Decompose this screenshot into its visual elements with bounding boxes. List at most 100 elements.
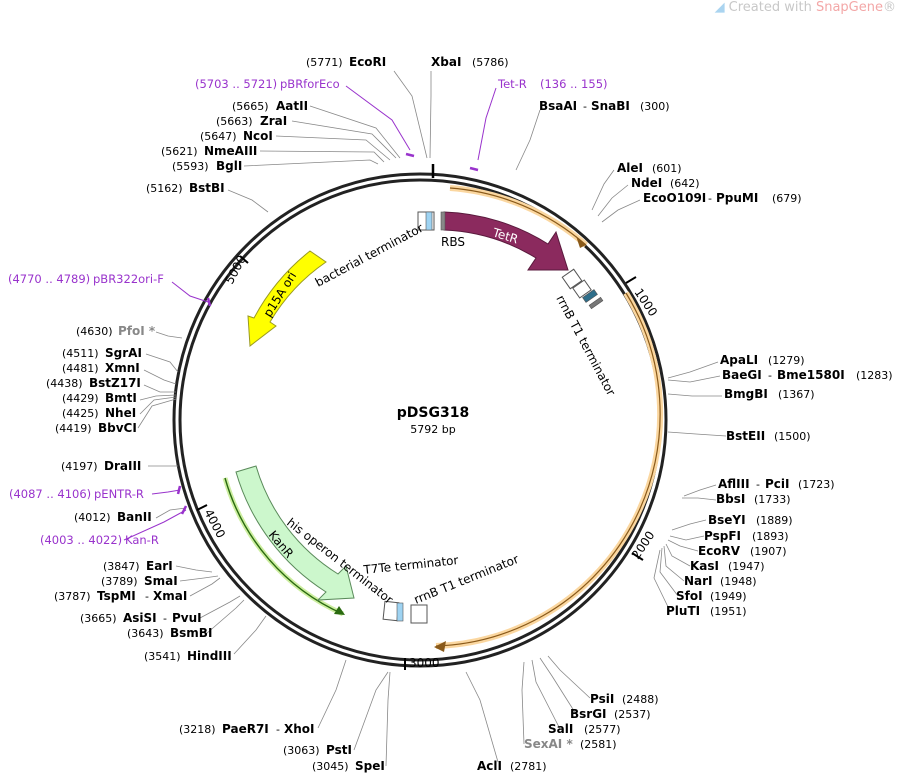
site-name: XbaI — [431, 55, 461, 69]
site-pos: (1907) — [750, 545, 787, 558]
site-banii: (4012) BanII — [74, 510, 152, 524]
site-smai: (3789) SmaI — [101, 574, 178, 588]
site-pos: (2537) — [614, 708, 651, 721]
primer-pbr322ori-f: (4770 .. 4789) pBR322ori-F — [8, 272, 164, 286]
primer-marks — [176, 152, 479, 515]
rrnb-top-label: rrnB T1 terminator — [553, 293, 618, 398]
site-pluti: PluTI (1951) — [666, 604, 747, 618]
site-hindiii: (3541) HindIII — [144, 649, 232, 663]
site-alei: AleI (601) — [617, 161, 682, 175]
site-nari: NarI (1948) — [684, 574, 757, 588]
site-pos: (1893) — [752, 530, 789, 543]
site-pos: (5665) — [232, 100, 269, 113]
primer-tet-r: Tet-R (136 .. 155) — [497, 77, 608, 91]
site-pos: (4481) — [62, 362, 99, 375]
credit-suffix: ® — [883, 0, 896, 15]
site-psii: PsiI (2488) — [590, 692, 659, 706]
site-pos: (1500) — [774, 430, 811, 443]
site-tspmi: (3787) TspMI - XmaI — [54, 589, 187, 603]
site-extra: PciI — [765, 477, 790, 491]
site-name: EcoRV — [698, 544, 741, 558]
primer-name: pBR322ori-F — [93, 272, 164, 286]
site-spei: (3045) SpeI — [312, 759, 385, 773]
site-draiii: (4197) DraIII — [61, 459, 141, 473]
site-name: BsaAI — [539, 99, 577, 113]
site-pos: (2577) — [584, 723, 621, 736]
site-pos: (5621) — [161, 145, 198, 158]
site-name: EarI — [146, 559, 173, 573]
site-name: PfoI * — [118, 324, 156, 338]
site-name: PstI — [326, 743, 352, 757]
site-xbai: XbaI (5786) — [431, 55, 509, 69]
site-name: XmnI — [105, 361, 140, 375]
tick-label: 4000 — [201, 507, 228, 541]
site-name: HindIII — [187, 649, 232, 663]
site-pos: (5647) — [200, 130, 237, 143]
site-ecorv: EcoRV (1907) — [698, 544, 787, 558]
tetr-arrow — [443, 211, 569, 271]
site-name: SgrAI — [105, 346, 142, 360]
svg-text:-: - — [163, 612, 167, 625]
site-name: AflIII — [718, 477, 750, 491]
site-pos: (3787) — [54, 590, 91, 603]
site-pos: (5593) — [172, 160, 209, 173]
site-kasi: KasI (1947) — [690, 559, 765, 573]
site-bsmbi: (3643) BsmBI — [127, 626, 212, 640]
site-sfoi: SfoI (1949) — [676, 589, 747, 603]
site-name: EcoO109I — [643, 191, 706, 205]
credit-brand: SnapGene — [815, 0, 883, 15]
site-pos: (4012) — [74, 511, 111, 524]
site-acli: AclI (2781) — [477, 759, 547, 773]
site-pos: (4425) — [62, 407, 99, 420]
primer-pos: (4003 .. 4022) — [40, 533, 122, 547]
svg-text:-: - — [583, 100, 587, 113]
site-name: NheI — [105, 406, 136, 420]
plasmid-size: 5792 bp — [410, 423, 455, 436]
site-leader-lines — [137, 70, 727, 767]
primer-pos: (5703 .. 5721) — [195, 77, 277, 91]
site-pos: (2581) — [580, 738, 617, 751]
site-name: AsiSI — [123, 611, 157, 625]
site-name: BsrGI — [570, 707, 607, 721]
site-pos: (1733) — [754, 493, 791, 506]
backbone-outer — [172, 172, 668, 668]
svg-text:-: - — [145, 590, 149, 603]
svg-text:-: - — [276, 723, 280, 736]
site-name: KasI — [690, 559, 719, 573]
site-name: ZraI — [260, 114, 287, 128]
svg-text:-: - — [708, 192, 712, 205]
site-pos: (2781) — [510, 760, 547, 773]
site-aatii: (5665) AatII — [232, 99, 308, 113]
site-name: SalI — [548, 722, 573, 736]
site-pos: (1279) — [768, 354, 805, 367]
site-name: AclI — [477, 759, 502, 773]
site-extra: SnaBI — [591, 99, 630, 113]
site-name: BstZ17I — [89, 376, 141, 390]
site-pos: (5771) — [306, 56, 343, 69]
site-pos: (3063) — [283, 744, 320, 757]
site-name: NmeAIII — [204, 144, 257, 158]
site-ecoo109i: EcoO109I - PpuMI (679) — [643, 191, 802, 205]
site-nhei: (4425) NheI — [62, 406, 136, 420]
site-pos: (1949) — [710, 590, 747, 603]
bottom-terminator-boxes — [382, 600, 428, 624]
snapgene-logo-icon: ◢ — [714, 0, 725, 15]
kanr-arrow — [235, 465, 355, 601]
site-name: BstEII — [726, 429, 765, 443]
site-bsaai: BsaAI - SnaBI (300) — [539, 99, 670, 113]
orf-arc-right — [435, 291, 664, 649]
p15a-label: p15A ori — [261, 269, 300, 319]
site-name: SfoI — [676, 589, 703, 603]
primer-pentr-r: (4087 .. 4106) pENTR-R — [9, 487, 144, 501]
orf-arrowhead-right — [434, 641, 446, 652]
site-pos: (300) — [640, 100, 670, 113]
site-name: AleI — [617, 161, 643, 175]
site-pspfi: PspFI (1893) — [704, 529, 789, 543]
site-bsteii: BstEII (1500) — [726, 429, 811, 443]
site-ndei: NdeI (642) — [631, 176, 700, 190]
primer-name: Tet-R — [497, 77, 527, 91]
site-pos: (3847) — [103, 560, 140, 573]
site-bstbi: (5162) BstBI — [146, 181, 225, 195]
primer-kan-r: (4003 .. 4022) Kan-R — [40, 533, 159, 547]
site-name: BaeGI — [722, 368, 762, 382]
